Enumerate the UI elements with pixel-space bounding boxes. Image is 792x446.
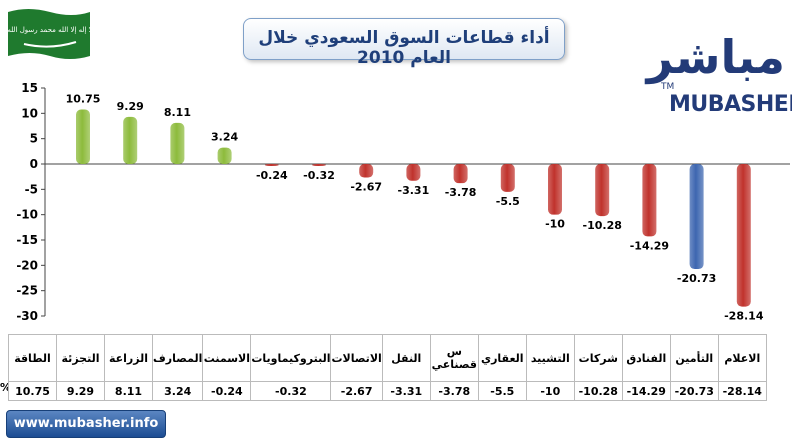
logo-english: MUBASHER [669, 92, 792, 117]
table-category-cell: التأمين [669, 334, 719, 382]
table-value-cell: -20.73 [669, 381, 719, 401]
bar-chart: 15 10 5 0 -5 -10 -15 -20 -25 -30 10.75 9.29 8.11 3.24… [16, 81, 790, 323]
saudi-flag: لا إله إلا الله محمد رسول الله [6, 6, 93, 62]
y-tick-label: 10 [21, 106, 38, 120]
website-link[interactable]: www.mubasher.info [13, 416, 159, 431]
y-tick-label: 0 [30, 157, 38, 171]
data-label: 3.24 [211, 131, 238, 144]
y-tick-label: -25 [16, 284, 38, 298]
bar [642, 164, 657, 237]
table-category-cell: الفنادق [621, 334, 671, 382]
data-label: -20.73 [677, 272, 716, 285]
table-category-cell: التشييد [525, 334, 575, 382]
percent-label: % [0, 381, 12, 394]
table-value-cell: -2.67 [330, 381, 383, 401]
bar [689, 164, 704, 270]
table-value-cell: -3.78 [429, 381, 479, 401]
data-label: 8.11 [164, 106, 191, 119]
table-category-cell: المصارف [151, 334, 204, 382]
flag-sword [23, 41, 77, 48]
table-value-cell: -10 [525, 381, 575, 401]
bar [170, 122, 185, 164]
website-button[interactable]: www.mubasher.info [6, 410, 166, 438]
table-category-cell: الاسمنت [202, 334, 252, 382]
logo-tm: TM [661, 82, 675, 92]
bar [500, 164, 515, 192]
flag-inscription: لا إله إلا الله محمد رسول الله [7, 26, 92, 34]
bar [76, 109, 90, 164]
bar [264, 164, 279, 166]
data-label: -0.32 [303, 169, 335, 182]
y-tick-label: -5 [25, 182, 38, 196]
bar [123, 116, 138, 164]
table-category-cell: الاتصالات [330, 334, 383, 382]
mubasher-logo: مباشر TM MUBASHER [646, 24, 792, 124]
bar [595, 164, 610, 217]
table-value-cell: -0.32 [250, 381, 332, 401]
y-tick-label: -15 [16, 233, 38, 247]
table-value-cell: 8.11 [104, 381, 153, 401]
bar [217, 147, 232, 164]
table-value-cell: -14.29 [621, 381, 671, 401]
table-value-cell: -10.28 [573, 381, 623, 401]
table-value-cell: -28.14 [717, 381, 767, 401]
bar [406, 164, 421, 181]
table-category-cell: الزراعة [104, 334, 153, 382]
chart-title: أداء قطاعات السوق السعودي خلال العام 201… [258, 28, 550, 68]
y-tick-label: -10 [16, 208, 38, 222]
table-category-cell: النقل [381, 334, 431, 382]
table-category-cell: التجزئة [56, 334, 105, 382]
data-label: -10 [545, 218, 565, 231]
table-category-row: الطاقة التجزئة الزراعة المصارف الاسمنت البترو… [8, 334, 767, 382]
table-category-cell: الطاقة [8, 334, 57, 382]
table-category-cell: الاعلام [717, 334, 767, 382]
bar [453, 164, 468, 184]
table-category-cell: البتروكيماويات [250, 334, 332, 382]
table-value-cell: 10.75 [8, 381, 57, 401]
data-label: -14.29 [630, 239, 669, 252]
data-label: -3.31 [398, 184, 430, 197]
bar [548, 164, 562, 215]
data-label: -2.67 [350, 181, 382, 194]
data-label: -3.78 [445, 186, 477, 199]
chart-title-box: أداء قطاعات السوق السعودي خلال العام 201… [243, 18, 565, 68]
table-category-cell: شركات [573, 334, 623, 382]
data-label: -0.24 [256, 169, 288, 182]
bar [312, 164, 326, 166]
bar [359, 164, 374, 178]
flag-field [8, 9, 90, 59]
y-tick-label: 5 [30, 132, 38, 146]
y-tick-label: -30 [16, 309, 38, 323]
table-category-cell: العقاري [477, 334, 527, 382]
data-label: -5.5 [496, 195, 520, 208]
data-label: -10.28 [583, 219, 622, 232]
data-label: -28.14 [724, 310, 764, 323]
table-category-cell: س قصناعي [429, 334, 479, 382]
y-tick-label: 15 [21, 81, 38, 95]
table-value-cell: 9.29 [56, 381, 105, 401]
table-value-cell: 3.24 [151, 381, 204, 401]
data-table: الطاقة التجزئة الزراعة المصارف الاسمنت البترو… [8, 334, 767, 401]
y-tick-label: -20 [16, 258, 38, 272]
table-value-cell: -3.31 [381, 381, 431, 401]
table-value-cell: -5.5 [477, 381, 527, 401]
table-value-cell: -0.24 [202, 381, 252, 401]
table-value-row: 10.75 9.29 8.11 3.24 -0.24 -0.32 -2.67 -3.31 -3.… [8, 381, 767, 401]
data-label: 9.29 [117, 100, 144, 113]
bar [736, 164, 751, 307]
data-label: 10.75 [66, 93, 101, 106]
logo-arabic: مباشر [646, 30, 785, 84]
